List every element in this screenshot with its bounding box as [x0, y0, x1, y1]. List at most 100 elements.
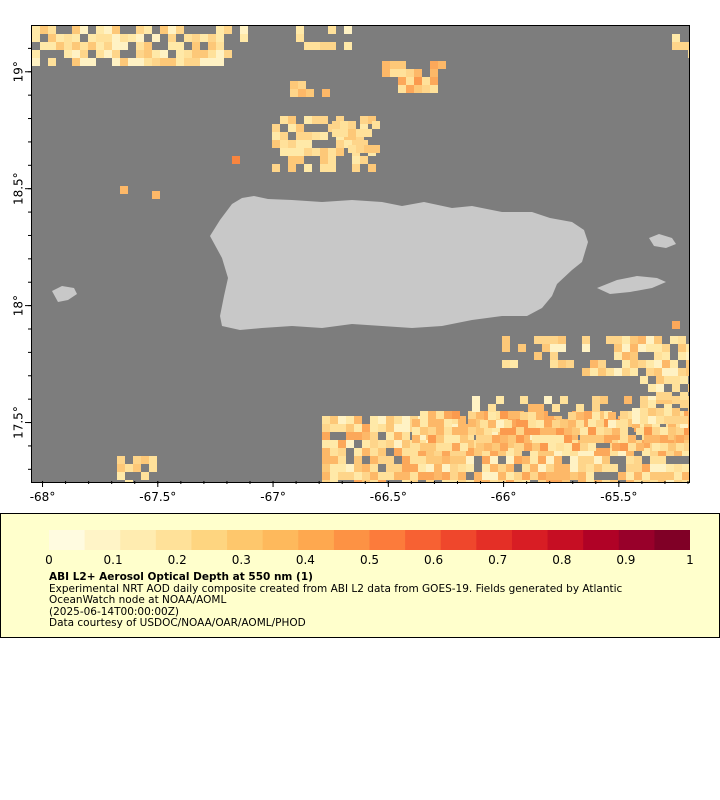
aod-cell [658, 480, 666, 482]
aod-cell [72, 50, 80, 58]
aod-cell [666, 472, 674, 480]
aod-cell [386, 464, 394, 472]
aod-cell [160, 50, 168, 58]
aod-cell [604, 435, 612, 443]
aod-cell [522, 464, 530, 472]
aod-cell [402, 464, 410, 472]
aod-cell [378, 480, 386, 482]
aod-cell [330, 456, 338, 464]
aod-cell [582, 368, 590, 376]
aod-cell [370, 416, 378, 424]
aod-cell [672, 376, 680, 384]
aod-cell [642, 480, 650, 482]
aod-cell [136, 26, 144, 34]
colorbar-segment [618, 530, 655, 550]
aod-cell [514, 448, 522, 456]
aod-cell [112, 42, 120, 50]
aod-cell [332, 121, 340, 129]
aod-cell [684, 443, 689, 451]
aod-cell [554, 456, 562, 464]
colorbar-segment [84, 530, 121, 550]
aod-cell [476, 411, 484, 419]
aod-cell [296, 156, 304, 164]
aod-cell [506, 472, 514, 480]
aod-cell [328, 148, 336, 156]
aod-cell [436, 443, 444, 451]
aod-cell [398, 85, 406, 93]
colorbar-tick-label: 0.9 [616, 553, 635, 567]
aod-cell [426, 448, 434, 456]
aod-cell [320, 164, 328, 172]
aod-cell [32, 26, 40, 34]
aod-cell [586, 456, 594, 464]
aod-cell [578, 448, 586, 456]
aod-cell [120, 34, 128, 42]
aod-cell [354, 456, 362, 464]
aod-cell [149, 456, 157, 464]
aod-cell [496, 396, 504, 404]
aod-cell [602, 464, 610, 472]
aod-cell [648, 400, 656, 408]
aod-cell [488, 404, 496, 412]
aod-cell [136, 50, 144, 58]
aod-cell [104, 26, 112, 34]
aod-cell [184, 58, 192, 66]
aod-cell [596, 419, 604, 427]
aod-cell [338, 448, 346, 456]
colorbar [49, 530, 690, 550]
aod-cell [664, 408, 672, 416]
aod-cell [216, 42, 224, 50]
aod-cell [192, 50, 200, 58]
y-tick-label: 18.5° [12, 172, 26, 205]
aod-cell [538, 480, 546, 482]
aod-cell [312, 148, 320, 156]
aod-cell [288, 156, 296, 164]
aod-cell [614, 344, 622, 352]
aod-cell [514, 480, 522, 482]
aod-cell [638, 336, 646, 344]
aod-cell [672, 42, 680, 50]
aod-cell [468, 427, 476, 435]
aod-cell [458, 456, 466, 464]
aod-cell [570, 472, 578, 480]
aod-cell [522, 456, 530, 464]
aod-cell [168, 26, 176, 34]
aod-cell [216, 34, 224, 42]
aod-cell [530, 448, 538, 456]
aod-cell [580, 435, 588, 443]
aod-cell [406, 77, 414, 85]
aod-cell [362, 448, 370, 456]
aod-cell [582, 344, 590, 352]
colorbar-tick-label: 0.4 [296, 553, 315, 567]
aod-cell [272, 132, 280, 140]
aod-cell [558, 344, 566, 352]
aod-cell [125, 480, 133, 482]
map-plot-area [31, 25, 690, 483]
aod-cell [606, 336, 614, 344]
aod-cell [296, 140, 304, 148]
aod-cell [420, 411, 428, 419]
aod-cell [594, 480, 602, 482]
aod-cell [570, 432, 578, 440]
aod-cell [476, 427, 484, 435]
aod-cell [626, 456, 634, 464]
aod-cell [402, 424, 410, 432]
aod-cell [80, 58, 88, 66]
aod-cell [484, 435, 492, 443]
aod-cell [562, 472, 570, 480]
aod-cell [298, 81, 306, 89]
aod-cell [354, 480, 362, 482]
aod-cell [506, 480, 514, 482]
aod-cell [418, 464, 426, 472]
colorbar-segment [440, 530, 477, 550]
aod-cell [338, 440, 346, 448]
aod-cell [506, 456, 514, 464]
aod-cell [650, 480, 658, 482]
aod-cell [476, 443, 484, 451]
aod-cell [296, 124, 304, 132]
aod-cell [112, 58, 120, 66]
aod-cell [356, 145, 364, 153]
colorbar-segment [120, 530, 157, 550]
aod-cell [444, 419, 452, 427]
aod-cell [152, 191, 160, 199]
